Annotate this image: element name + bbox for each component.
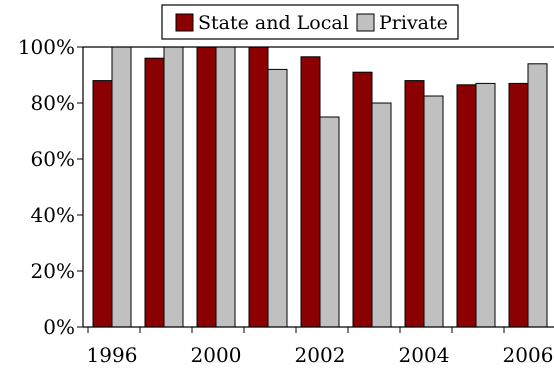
x-tick-label-2006: 2006 [503,343,554,367]
bar-state-and-local-1996 [92,80,113,328]
bar-state-and-local-2004 [404,80,425,328]
bar-private-2002 [319,116,340,328]
y-tick-label-60: 60% [31,147,75,171]
bar-private-1996 [111,46,132,328]
legend: State and Local Private [161,4,459,40]
x-tick-label-2004: 2004 [399,343,450,367]
bar-state-and-local-1997 [144,57,165,328]
x-tick-label-2000: 2000 [191,343,242,367]
axes: 0% 20% 40% 60% 80% 100% 1996 2000 2002 2004 2006 [18,35,554,367]
y-tick-label-20: 20% [31,259,75,283]
bar-state-and-local-2001 [248,46,269,328]
bar-private-2000 [215,46,236,328]
bar-private-2004 [423,95,444,328]
bars [92,46,548,328]
y-tick-label-80: 80% [31,91,75,115]
y-tick-label-0: 0% [43,315,75,339]
bar-state-and-local-2006 [508,82,529,328]
legend-swatch-state-and-local [175,13,194,32]
bar-private-2006 [527,63,548,328]
bar-private-1997 [163,46,184,328]
y-tick-label-40: 40% [31,203,75,227]
bar-private-2005 [475,82,496,328]
bar-state-and-local-2002 [300,56,321,328]
bar-private-2003 [371,102,392,328]
bar-private-2001 [267,68,288,328]
bar-state-and-local-2000 [196,46,217,328]
legend-box [161,4,459,40]
legend-label-private: Private [379,12,448,34]
y-tick-label-100: 100% [18,35,75,59]
bar-state-and-local-2005 [456,84,477,328]
bar-state-and-local-2003 [352,71,373,328]
legend-swatch-private [356,13,375,32]
x-tick-label-2002: 2002 [295,343,346,367]
x-tick-label-1996: 1996 [87,343,138,367]
legend-label-state-and-local: State and Local [198,12,349,34]
